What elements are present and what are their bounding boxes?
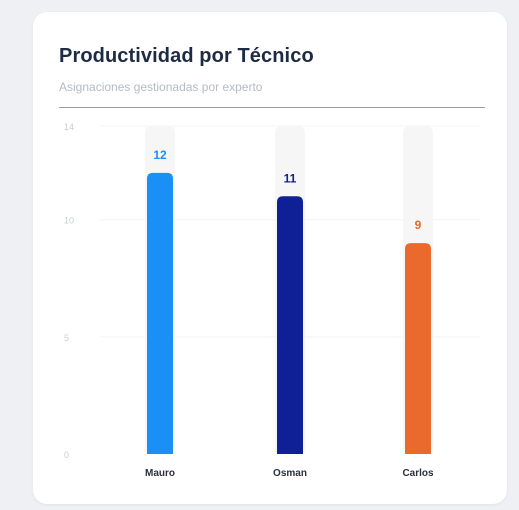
y-tick-label: 14 (64, 122, 74, 132)
x-tick-label: Mauro (145, 468, 175, 479)
x-tick-label: Osman (273, 468, 307, 479)
title-divider (59, 107, 485, 108)
chart-subtitle: Asignaciones gestionadas por experto (59, 80, 263, 94)
bar (277, 196, 303, 455)
chart-title: Productividad por Técnico (59, 45, 314, 67)
bar (405, 243, 431, 454)
x-tick-label: Carlos (402, 468, 434, 479)
y-tick-label: 10 (64, 216, 74, 226)
data-label: 9 (415, 218, 422, 232)
y-tick-label: 0 (64, 450, 69, 460)
data-label: 12 (153, 148, 167, 162)
data-label: 11 (284, 171, 297, 185)
bar (147, 172, 173, 454)
y-tick-label: 5 (64, 333, 69, 343)
